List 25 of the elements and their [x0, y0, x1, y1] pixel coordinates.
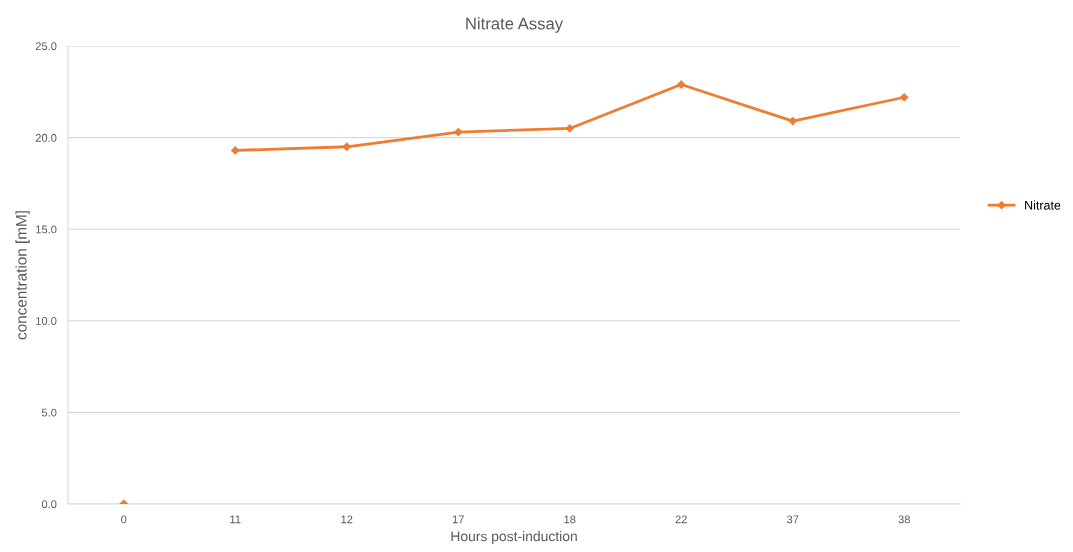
x-tick-label: 11 — [230, 515, 241, 524]
y-tick-label: 25.0 — [35, 42, 57, 51]
y-tick-label: 10.0 — [36, 317, 57, 325]
chart-title: Nitrate Assay — [466, 17, 564, 33]
point — [231, 146, 240, 155]
x-axis-title: Hours post-induction — [451, 531, 577, 544]
point — [788, 116, 797, 126]
x-tick-label: 0 — [121, 515, 127, 524]
y-tick-label: 20.0 — [35, 133, 57, 142]
point — [565, 124, 574, 133]
point — [454, 127, 463, 137]
x-tick-label: 12 — [341, 515, 353, 524]
y-tick-label: 15.0 — [36, 225, 57, 234]
point — [342, 142, 351, 151]
y-tick-label: 5.0 — [41, 408, 57, 417]
x-tick-label: 37 — [786, 515, 799, 524]
x-tick-label: 17 — [452, 515, 464, 524]
legend-label: Nitrate — [1025, 200, 1061, 210]
point — [900, 93, 909, 102]
y-axis-title: concentration [mM] — [15, 211, 30, 340]
y-tick-label: 0.0 — [41, 500, 57, 509]
x-tick-label: 18 — [564, 515, 576, 524]
point — [677, 80, 686, 89]
x-tick-label: 38 — [898, 515, 910, 524]
x-tick-label: 22 — [675, 515, 687, 524]
